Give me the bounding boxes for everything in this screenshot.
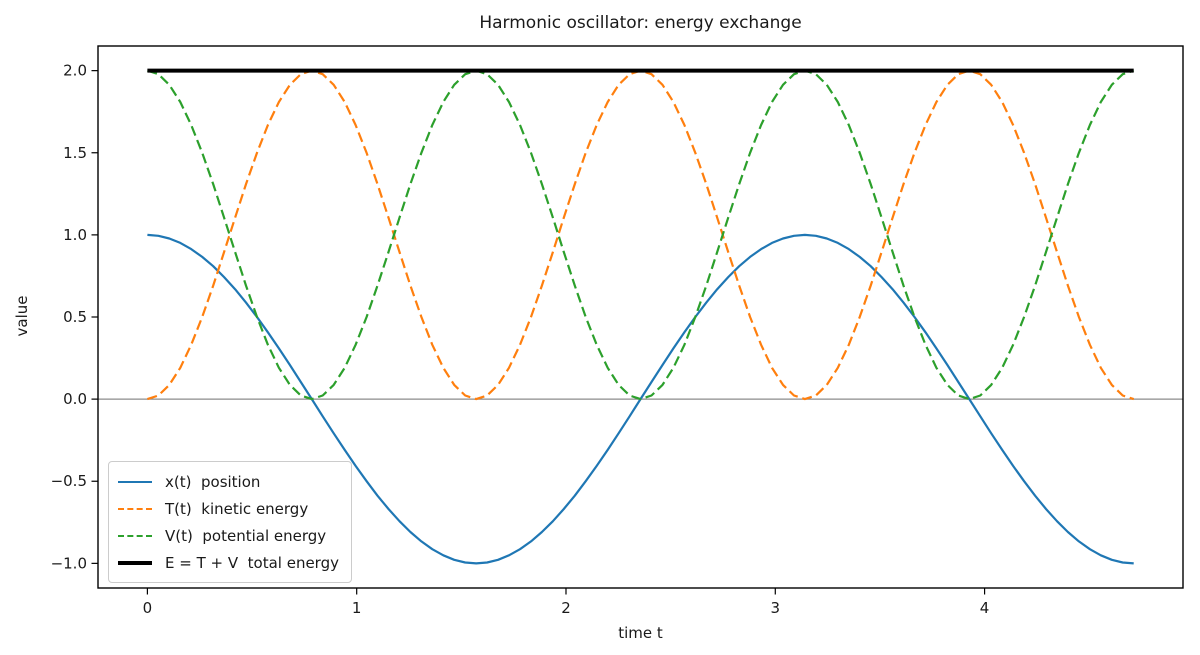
y-tick-label: 1.0: [63, 226, 87, 244]
x-tick-label: 1: [352, 599, 362, 617]
series-line-2: [147, 69, 1135, 401]
legend-line-sample-total: [118, 560, 152, 565]
x-tick-label: 3: [771, 599, 781, 617]
x-tick-label: 2: [561, 599, 571, 617]
legend-label-total: E = T + V total energy: [165, 553, 339, 572]
series-line-1: [147, 69, 1135, 401]
x-axis-label: time t: [618, 624, 663, 642]
y-tick-label: 0.5: [63, 308, 87, 326]
y-tick-label: 0.0: [63, 390, 87, 408]
legend-label-potential: V(t) potential energy: [165, 526, 327, 545]
y-tick-label: −1.0: [51, 554, 87, 572]
y-axis-label: value: [13, 295, 31, 337]
legend-item-position: x(t) position: [118, 468, 339, 495]
legend-line-sample-potential: [118, 534, 152, 537]
chart-title: Harmonic oscillator: energy exchange: [479, 13, 802, 33]
legend-line-sample-position: [118, 480, 152, 483]
x-tick-label: 4: [980, 599, 990, 617]
y-tick-label: 2.0: [63, 62, 87, 80]
legend-item-total: E = T + V total energy: [118, 549, 339, 576]
legend: x(t) position T(t) kinetic energy V(t) p…: [108, 461, 352, 583]
legend-line-sample-kinetic: [118, 507, 152, 510]
legend-label-position: x(t) position: [165, 472, 261, 491]
legend-item-potential: V(t) potential energy: [118, 522, 339, 549]
legend-item-kinetic: T(t) kinetic energy: [118, 495, 339, 522]
y-tick-label: −0.5: [51, 472, 87, 490]
legend-label-kinetic: T(t) kinetic energy: [165, 499, 309, 518]
x-tick-label: 0: [143, 599, 153, 617]
y-tick-label: 1.5: [63, 144, 87, 162]
